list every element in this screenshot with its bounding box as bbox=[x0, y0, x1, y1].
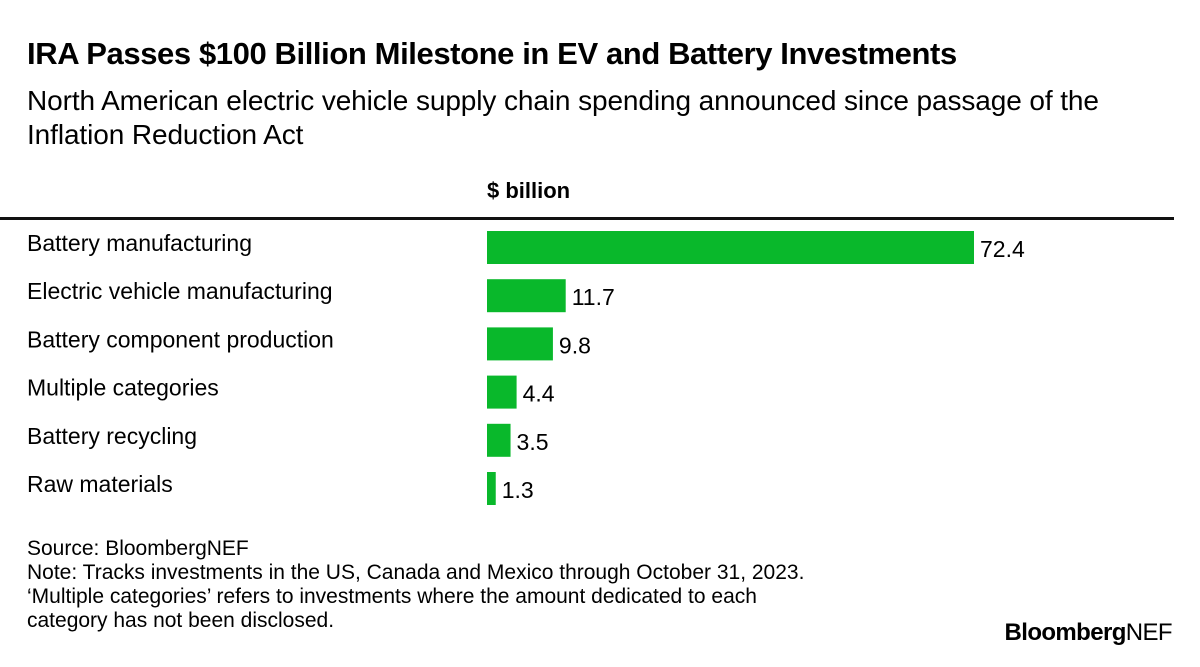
value-label: 1.3 bbox=[502, 477, 534, 503]
bar bbox=[487, 327, 553, 361]
category-label: Electric vehicle manufacturing bbox=[27, 278, 333, 304]
brand-logo: BloombergNEF bbox=[1004, 619, 1173, 647]
source-note: Source: BloombergNEF bbox=[27, 537, 249, 560]
value-label: 4.4 bbox=[523, 381, 555, 407]
bar bbox=[487, 279, 566, 313]
brand-bold: Bloomberg bbox=[1004, 619, 1127, 646]
bar bbox=[487, 375, 517, 409]
bar bbox=[487, 231, 974, 264]
brand-light: NEF bbox=[1125, 619, 1173, 646]
category-label: Raw materials bbox=[27, 471, 173, 497]
chart-title: IRA Passes $100 Billion Milestone in EV … bbox=[27, 36, 957, 71]
unit-label: $ billion bbox=[487, 178, 571, 203]
category-label: Battery manufacturing bbox=[27, 230, 252, 256]
bar bbox=[487, 423, 511, 457]
category-label: Multiple categories bbox=[27, 375, 219, 401]
note-line-3: category has not been disclosed. bbox=[27, 609, 335, 632]
value-label: 11.7 bbox=[572, 284, 615, 310]
value-label: 9.8 bbox=[559, 332, 591, 358]
header-rule bbox=[0, 217, 1174, 220]
value-label: 72.4 bbox=[980, 236, 1025, 262]
category-label: Battery recycling bbox=[27, 423, 197, 449]
value-label: 3.5 bbox=[517, 429, 549, 455]
bar bbox=[487, 472, 496, 505]
footer: Source: BloombergNEF Note: Tracks invest… bbox=[27, 537, 987, 633]
note-line-1: Note: Tracks investments in the US, Cana… bbox=[27, 561, 805, 584]
note-line-2: ‘Multiple categories’ refers to investme… bbox=[27, 585, 757, 608]
category-label: Battery component production bbox=[27, 326, 334, 352]
chart-subtitle: North American electric vehicle supply c… bbox=[27, 85, 1099, 150]
